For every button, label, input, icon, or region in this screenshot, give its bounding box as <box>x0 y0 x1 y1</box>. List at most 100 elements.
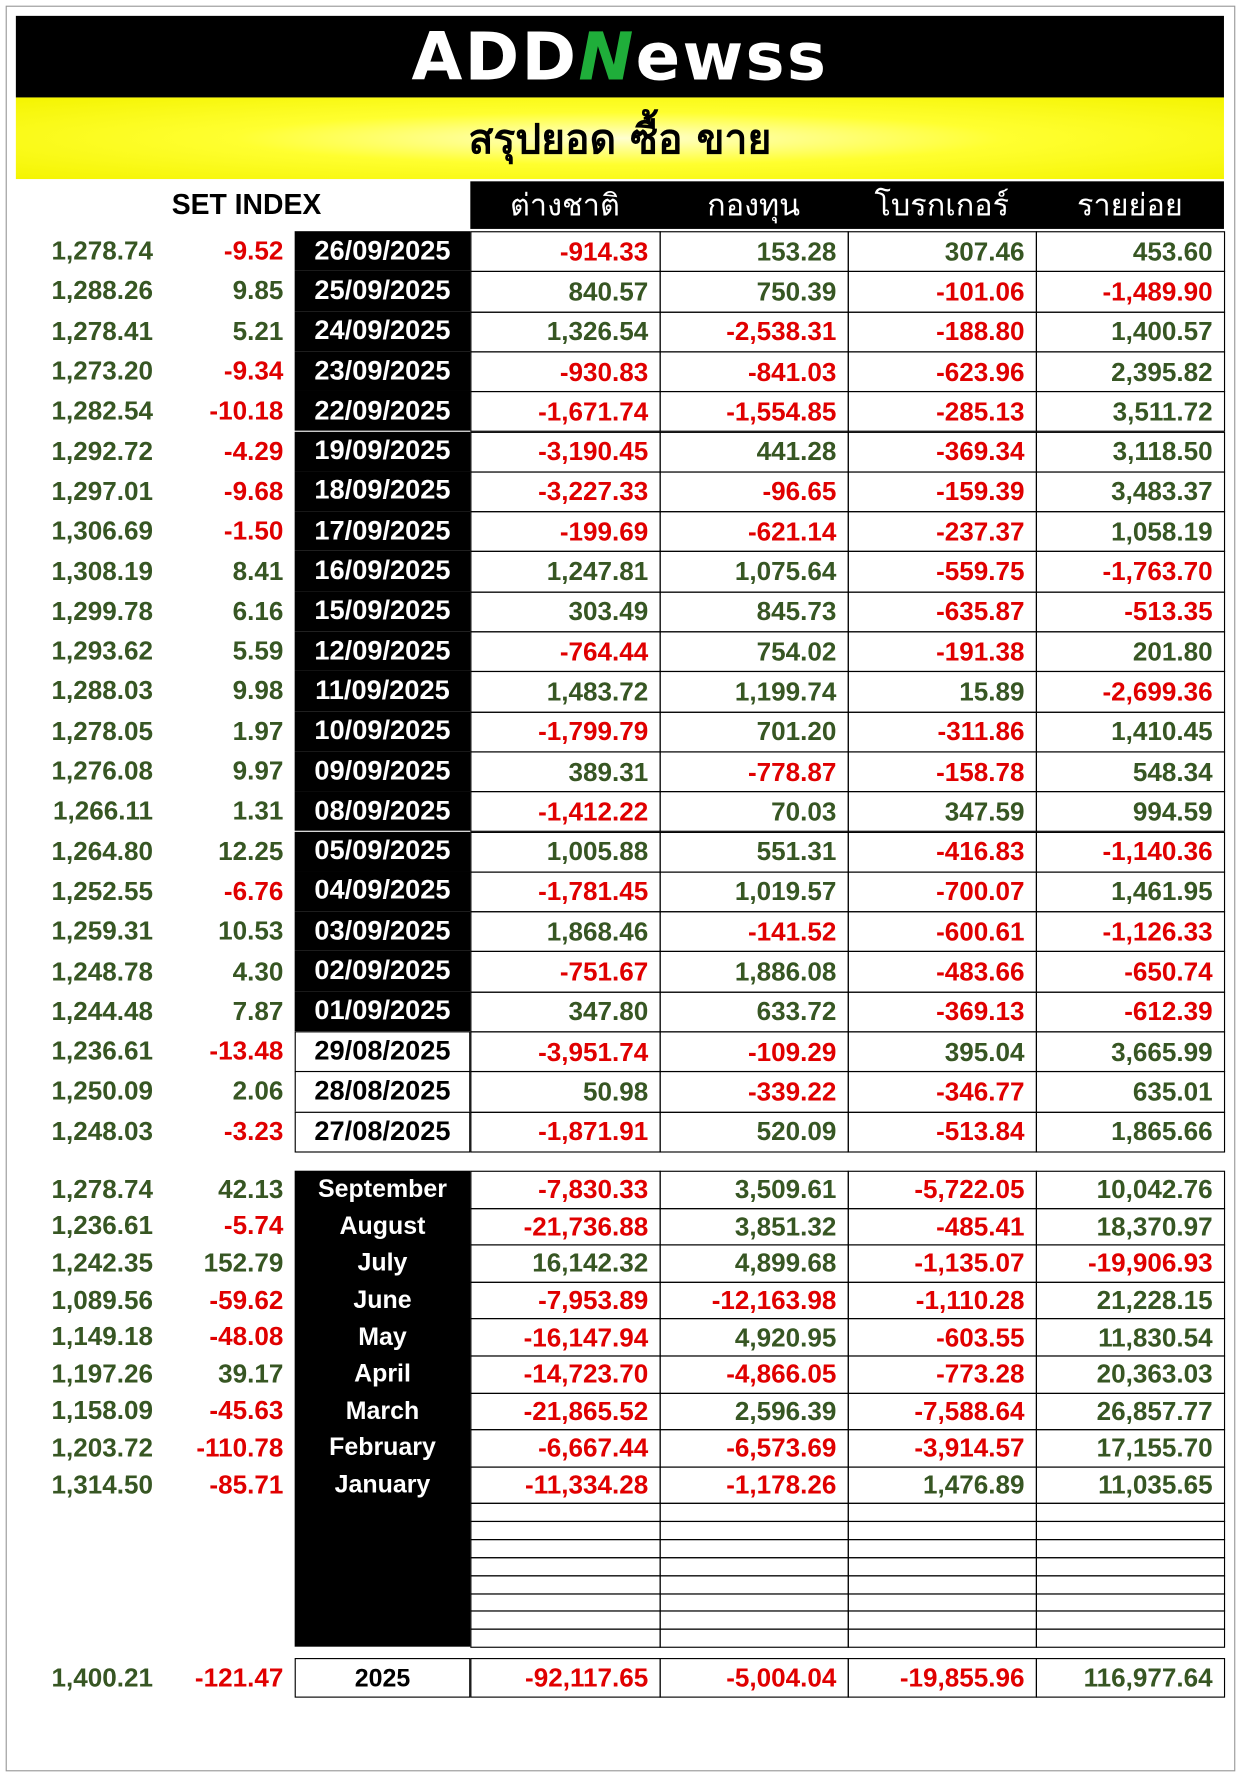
index-change: 2.06 <box>232 1075 284 1106</box>
flow-value: -339.22 <box>659 1071 849 1113</box>
flow-value: 10,042.76 <box>1035 1170 1226 1209</box>
logo-text: N <box>578 18 636 96</box>
month-column <box>294 1170 471 1647</box>
flow-value: -3,227.33 <box>470 471 661 513</box>
set-index: 1,278.74 <box>51 235 153 266</box>
flow-value: -159.39 <box>847 471 1037 513</box>
empty-cell <box>470 1503 661 1523</box>
flow-value: 1,410.45 <box>1035 711 1226 753</box>
flow-value: 4,920.95 <box>659 1318 849 1357</box>
set-index: 1,276.08 <box>51 755 153 786</box>
flow-value: -778.87 <box>659 751 849 793</box>
empty-cell <box>659 1539 849 1559</box>
empty-cell <box>659 1610 849 1630</box>
flow-value: -1,135.07 <box>847 1244 1037 1283</box>
set-index: 1,244.48 <box>51 995 153 1026</box>
flow-value: 307.46 <box>847 231 1037 273</box>
flow-value: 3,851.32 <box>659 1207 849 1246</box>
flow-value: 21,228.15 <box>1035 1281 1226 1320</box>
index-change: 9.97 <box>232 755 284 786</box>
period-label: 27/08/2025 <box>294 1111 471 1153</box>
flow-value: 994.59 <box>1035 791 1226 833</box>
index-change: 7.87 <box>232 995 284 1026</box>
column-header-bar <box>470 181 1224 229</box>
flow-value: -764.44 <box>470 631 661 673</box>
flow-value: 1,058.19 <box>1035 511 1226 553</box>
flow-value: 1,199.74 <box>659 671 849 713</box>
flow-value: -141.52 <box>659 911 849 953</box>
flow-value: 1,019.57 <box>659 871 849 913</box>
set-index: 1,259.31 <box>51 915 153 946</box>
flow-value: -773.28 <box>847 1355 1037 1394</box>
index-change: -3.23 <box>223 1115 284 1146</box>
period-label: 17/09/2025 <box>294 511 471 552</box>
logo-text: ADD <box>411 18 579 96</box>
empty-cell <box>847 1610 1037 1630</box>
set-index: 1,197.26 <box>51 1358 153 1389</box>
index-change: -9.68 <box>223 475 284 506</box>
set-index: 1,264.80 <box>51 835 153 866</box>
flow-value: -841.03 <box>659 351 849 393</box>
set-index: 1,288.26 <box>51 275 153 306</box>
set-index: 1,089.56 <box>51 1284 153 1315</box>
empty-cell <box>659 1628 849 1648</box>
flow-value: 840.57 <box>470 271 661 313</box>
flow-value: -191.38 <box>847 631 1037 673</box>
flow-value: -21,865.52 <box>470 1392 661 1431</box>
index-change: -85.71 <box>209 1469 284 1499</box>
flow-value: 1,075.64 <box>659 551 849 593</box>
flow-value: -1,412.22 <box>470 791 661 833</box>
flow-value: 1,247.81 <box>470 551 661 593</box>
flow-value: -2,538.31 <box>659 311 849 353</box>
flow-value: -1,799.79 <box>470 711 661 753</box>
index-change: -4.29 <box>223 435 284 466</box>
flow-value: 551.31 <box>659 831 849 873</box>
set-index: 1,314.50 <box>51 1469 153 1499</box>
flow-value: -369.13 <box>847 991 1037 1033</box>
empty-cell <box>659 1521 849 1541</box>
flow-value: 1,326.54 <box>470 311 661 353</box>
flow-value: 2,395.82 <box>1035 351 1226 393</box>
period-label: 25/09/2025 <box>294 271 471 312</box>
flow-value: -600.61 <box>847 911 1037 953</box>
index-change: -121.47 <box>194 1661 284 1692</box>
index-change: 152.79 <box>203 1247 284 1278</box>
flow-value: 1,868.46 <box>470 911 661 953</box>
empty-cell <box>1035 1539 1226 1559</box>
flow-value: -92,117.65 <box>470 1658 661 1698</box>
flow-value: 116,977.64 <box>1035 1658 1226 1698</box>
flow-value: -199.69 <box>470 511 661 553</box>
index-change: -9.52 <box>223 235 284 266</box>
flow-value: -603.55 <box>847 1318 1037 1357</box>
flow-value: -3,951.74 <box>470 1031 661 1073</box>
set-index: 1,250.09 <box>51 1075 153 1106</box>
flow-value: 633.72 <box>659 991 849 1033</box>
empty-cell <box>470 1557 661 1577</box>
period-label: February <box>329 1433 436 1462</box>
flow-value: -1,126.33 <box>1035 911 1226 953</box>
set-index: 1,158.09 <box>51 1395 153 1426</box>
empty-cell <box>847 1521 1037 1541</box>
set-index: 1,248.03 <box>51 1115 153 1146</box>
period-label: 11/09/2025 <box>294 671 471 712</box>
empty-cell <box>470 1521 661 1541</box>
set-index: 1,308.19 <box>51 555 153 586</box>
flow-value: -96.65 <box>659 471 849 513</box>
empty-cell <box>659 1592 849 1612</box>
index-change: -5.74 <box>223 1210 284 1241</box>
index-change: -10.18 <box>209 395 284 426</box>
index-change: -13.48 <box>209 1035 284 1066</box>
set-index: 1,282.54 <box>51 395 153 426</box>
index-change: -110.78 <box>196 1432 284 1462</box>
flow-value: -1,110.28 <box>847 1281 1037 1320</box>
period-label: 15/09/2025 <box>294 591 471 632</box>
period-label: 03/09/2025 <box>294 911 471 952</box>
index-change: -1.50 <box>223 515 284 546</box>
flow-value: -416.83 <box>847 831 1037 873</box>
flow-value: -5,722.05 <box>847 1170 1037 1209</box>
index-change: 6.16 <box>232 595 284 626</box>
index-change: 4.30 <box>232 955 284 986</box>
set-index: 1,242.35 <box>51 1247 153 1278</box>
flow-value: 3,665.99 <box>1035 1031 1226 1073</box>
